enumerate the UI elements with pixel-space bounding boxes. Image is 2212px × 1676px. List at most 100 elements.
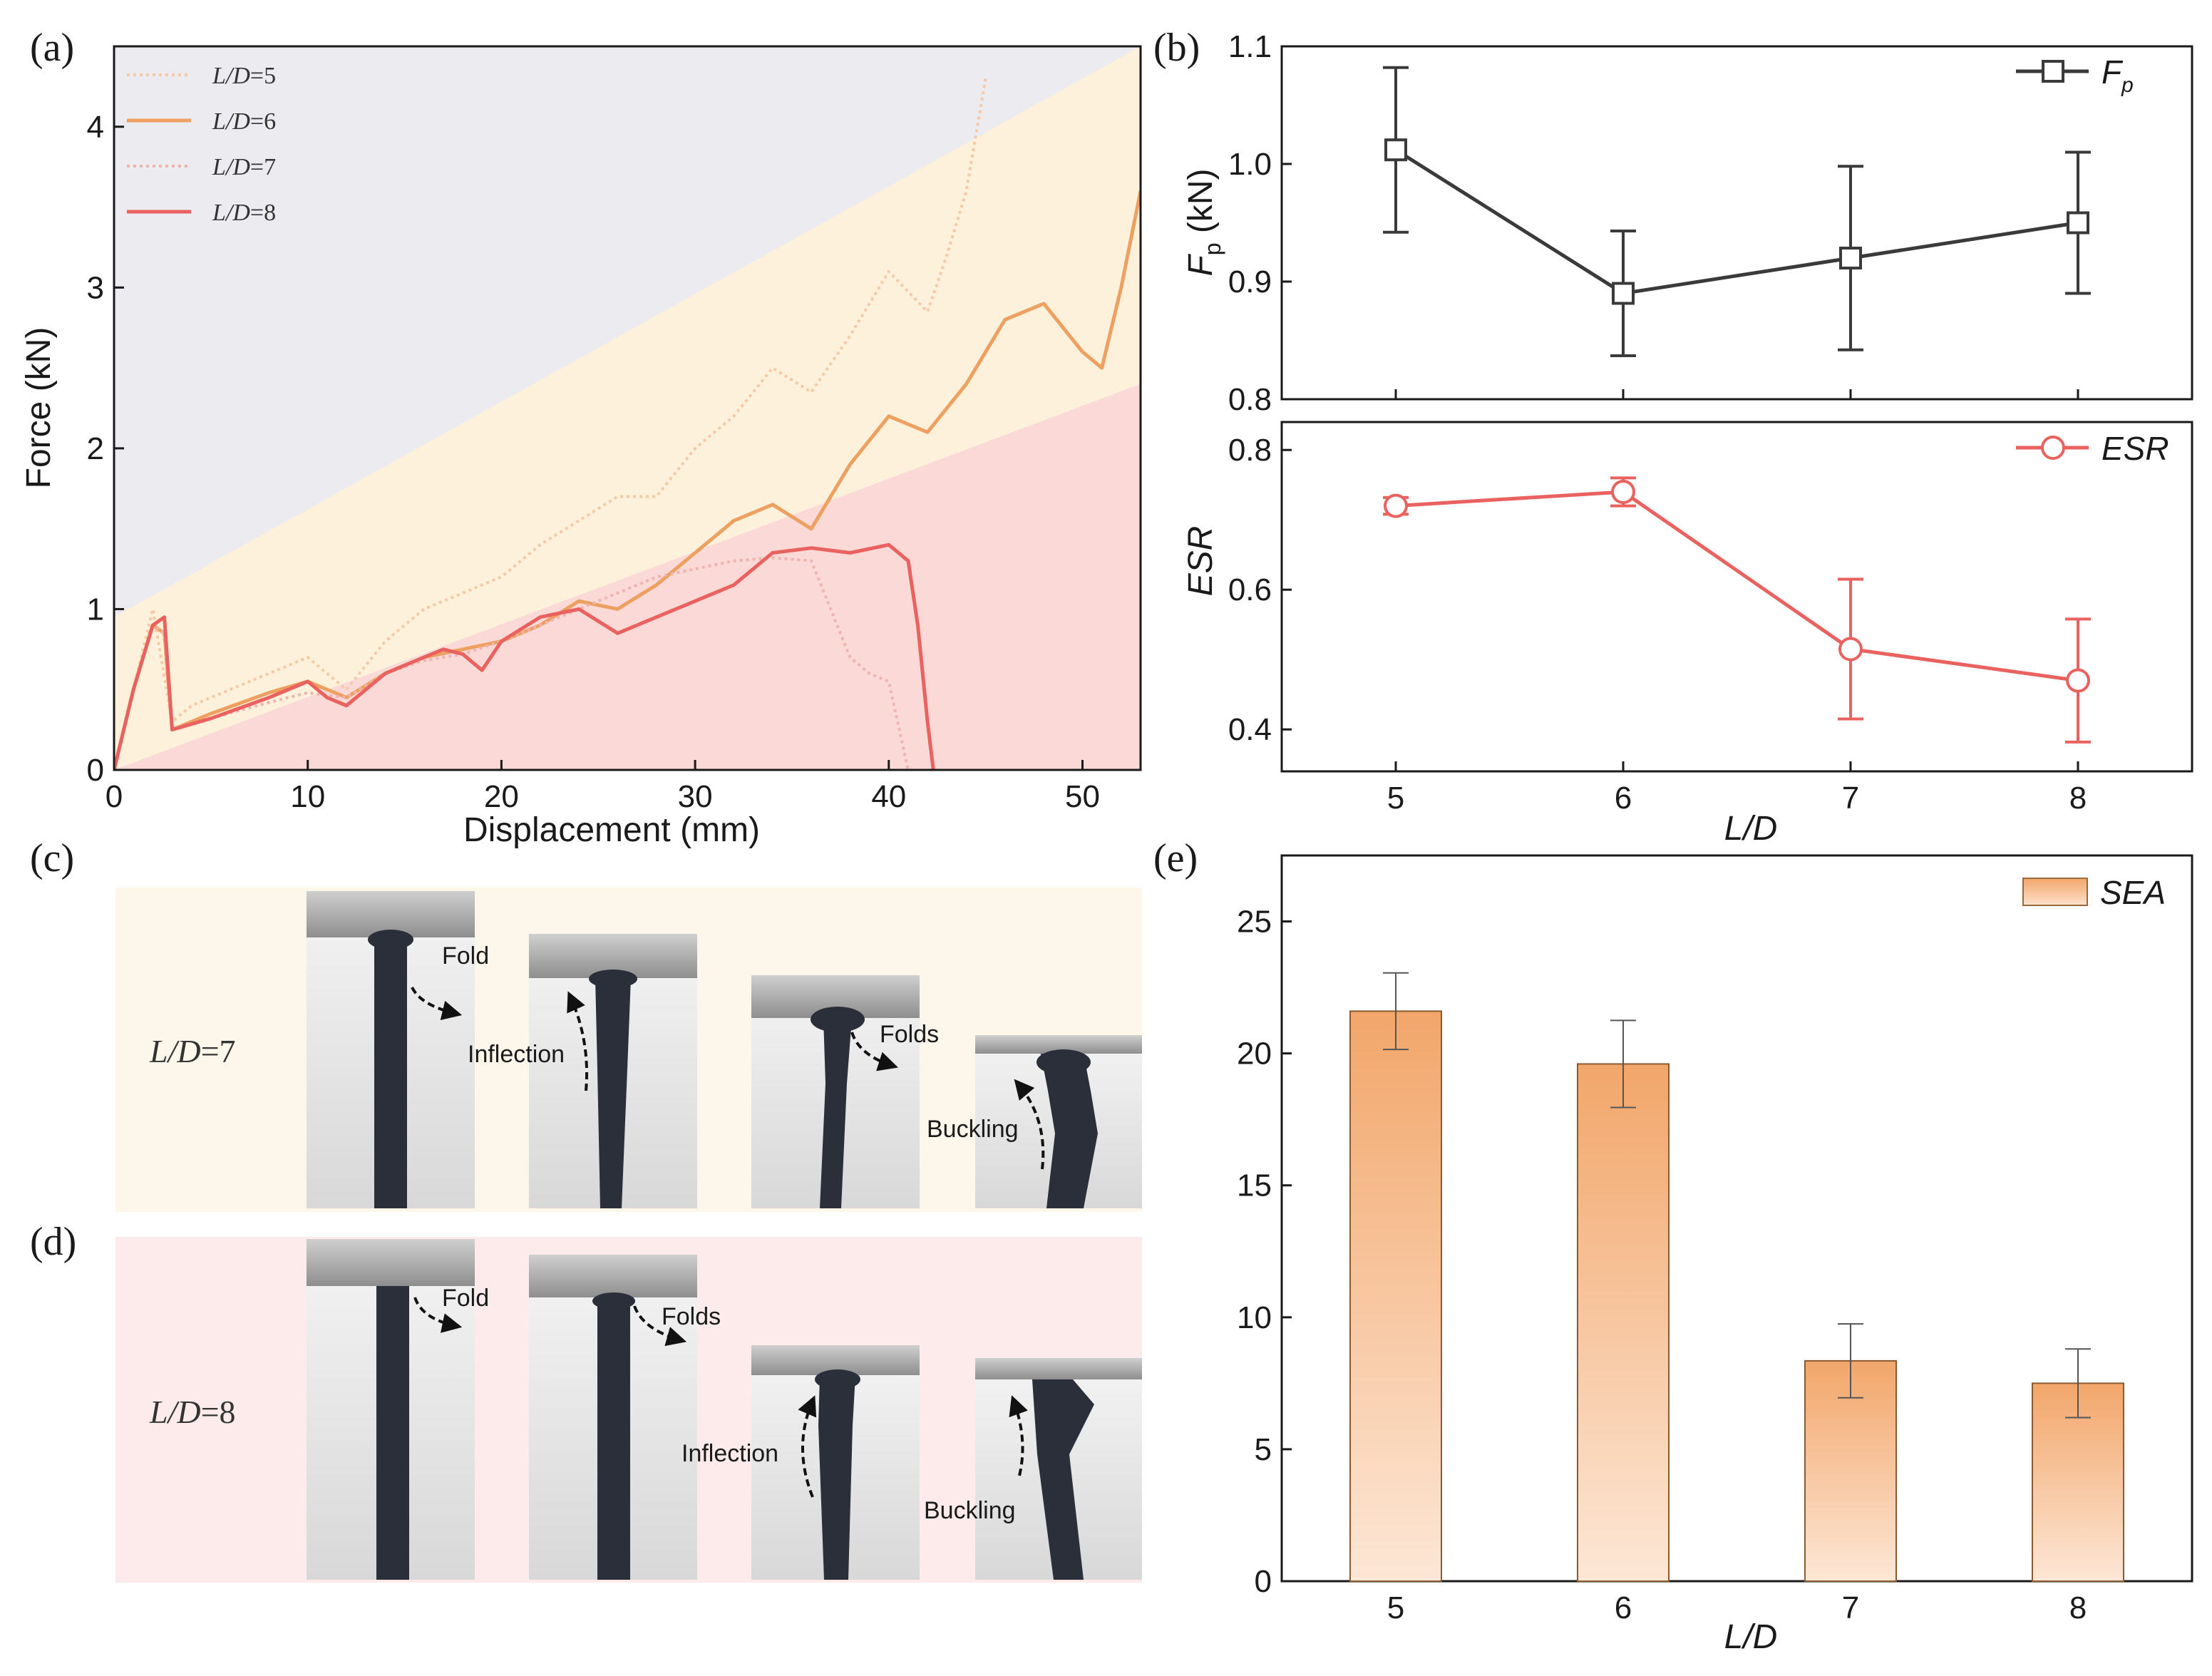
photo-label-c: L/D=7	[149, 1033, 236, 1069]
x-tick-label-e: 8	[2069, 1590, 2087, 1625]
series-line-a-4	[114, 543, 935, 770]
photo-c3	[751, 975, 920, 1208]
data-point-b-top	[1384, 138, 1407, 162]
legend-b-bottom: ESR	[2016, 430, 2169, 467]
photo-d2	[529, 1255, 697, 1580]
legend-label-a-2: L/D=6	[212, 108, 276, 135]
y-axis-title-b-top: Fp (kN)	[1182, 168, 1225, 276]
legend-b-top: Fp	[2016, 53, 2134, 97]
arrow-buckling-d	[1009, 1395, 1028, 1476]
legend-marker-esr	[2041, 436, 2065, 460]
y-tick-label-e: 15	[1237, 1168, 1272, 1203]
chart-e: 0 5 10 15 20 25 5 6 7 8 L/D SEA	[1237, 854, 2193, 1656]
legend-label-fp: Fp	[2102, 53, 2134, 97]
x-tick-label-a: 50	[1065, 779, 1100, 814]
photo-strip-c: L/D=7 Fold Inflection	[115, 888, 1142, 1212]
legend-label-a-1: L/D=5	[212, 63, 276, 89]
photo-d1	[307, 1239, 475, 1580]
arrow-inflection-c	[567, 991, 589, 1091]
y-tick-label-e: 25	[1237, 905, 1272, 940]
y-tick-label-a: 2	[87, 431, 104, 466]
legend-marker-fp	[2042, 60, 2064, 83]
x-tick-label-b-bottom: 6	[1615, 781, 1632, 816]
plot-frame-e	[1280, 854, 2193, 1583]
data-point-b-bottom	[2066, 668, 2090, 693]
photo-label-c-prefix: L/D	[149, 1033, 201, 1069]
arrow-folds-d	[633, 1305, 687, 1347]
photo-label-d: L/D=8	[149, 1394, 236, 1430]
x-tick-label-e: 7	[1842, 1590, 1859, 1625]
photo-c1	[307, 891, 475, 1208]
photo-strip-d: L/D=8 Fold Folds Inflection	[115, 1237, 1142, 1583]
data-point-b-bottom	[1611, 480, 1635, 504]
y-tick-label-e: 10	[1237, 1300, 1272, 1335]
y-tick-label-a: 3	[87, 270, 104, 305]
data-point-b-top	[2067, 211, 2089, 235]
y-tick-label-b-bottom: 0.6	[1228, 572, 1272, 607]
data-point-b-top	[1612, 282, 1635, 305]
x-axis-title-e: L/D	[1724, 1618, 1778, 1656]
region-bottom	[114, 384, 1141, 770]
y-tick-label-a: 4	[87, 110, 104, 145]
chart-a: 0 10 20 30 40 50 0 1 2 3 4 Displacement (mm) Force…	[20, 45, 1142, 849]
data-point-b-bottom	[1838, 637, 1863, 662]
annotation-d-4: Buckling	[924, 1497, 1016, 1524]
photo-label-d-prefix: L/D	[149, 1394, 201, 1430]
annotation-c-4: Buckling	[927, 1116, 1019, 1143]
photo-d4	[975, 1358, 1142, 1580]
series-line-b-bottom	[1395, 490, 2079, 683]
data-point-b-top	[1839, 247, 1862, 269]
y-tick-label-e: 20	[1237, 1037, 1272, 1071]
y-tick-label-b-bottom: 0.8	[1228, 433, 1272, 468]
y-tick-label-b-top: 1.0	[1228, 147, 1272, 182]
chart-b-bottom: 0.4 0.6 0.8 5 6 7 8 ESR L/D ESR	[1182, 421, 2193, 848]
legend-label-fp-sub: p	[2121, 73, 2134, 97]
legend-label-a-prefix: L/D	[212, 154, 250, 180]
x-tick-label-a: 10	[290, 779, 325, 814]
legend-label-a-suffix: =8	[250, 200, 276, 226]
data-point-b-bottom	[1384, 493, 1408, 518]
annotation-c-2: Inflection	[468, 1041, 565, 1068]
arrow-buckling-c	[1014, 1079, 1045, 1170]
x-tick-label-b-bottom: 5	[1387, 781, 1404, 816]
arrow-inflection-d	[798, 1395, 817, 1498]
legend-label-a-3: L/D=7	[212, 154, 276, 180]
arrow-folds-c	[850, 1032, 899, 1071]
x-axis-title-b: L/D	[1724, 810, 1778, 848]
legend-label-fp-main: F	[2102, 53, 2124, 91]
x-tick-label-b-bottom: 8	[2069, 781, 2087, 816]
legend-label-sea: SEA	[2100, 874, 2166, 911]
y-axis-title-b-top-unit: (kN)	[1182, 168, 1220, 242]
panel-label-a: (a)	[30, 26, 74, 70]
annotation-c-3: Folds	[880, 1021, 939, 1048]
y-axis-title-b-bottom: ESR	[1182, 526, 1220, 597]
x-tick-label-a: 40	[871, 779, 906, 814]
panel-label-e: (e)	[1153, 836, 1198, 880]
annotation-d-3: Inflection	[681, 1440, 778, 1467]
photo-label-d-suffix: =8	[201, 1394, 236, 1430]
series-line-b-top	[1394, 148, 2079, 296]
y-tick-label-e: 0	[1255, 1564, 1272, 1599]
series-line-a-1	[114, 78, 987, 770]
legend-label-a-prefix: L/D	[212, 200, 250, 226]
chart-b-top: 0.8 0.9 1.0 1.1 Fp (kN) Fp	[1182, 29, 2193, 417]
panel-label-c: (c)	[30, 836, 74, 880]
legend-a: L/D=5L/D=6L/D=7L/D=8	[127, 63, 276, 226]
y-tick-label-e: 5	[1255, 1432, 1272, 1467]
arrow-fold-d	[413, 1297, 463, 1333]
photo-d3	[751, 1345, 920, 1580]
plot-frame-b-bottom	[1280, 421, 2193, 773]
y-axis-title-b-top-main: F	[1182, 254, 1220, 277]
y-axis-title-a: Force (kN)	[20, 327, 58, 489]
annotation-c-1: Fold	[442, 942, 489, 970]
legend-label-esr: ESR	[2102, 430, 2169, 467]
series-line-a-2	[114, 190, 1141, 770]
y-axis-title-b-top-sub: p	[1200, 242, 1225, 255]
photo-c2	[529, 934, 697, 1208]
legend-label-a-4: L/D=8	[212, 200, 276, 226]
x-tick-label-a: 30	[678, 779, 713, 814]
panel-label-d: (d)	[30, 1220, 76, 1264]
x-tick-label-b-bottom: 7	[1842, 781, 1859, 816]
plot-frame-a	[113, 45, 1142, 771]
